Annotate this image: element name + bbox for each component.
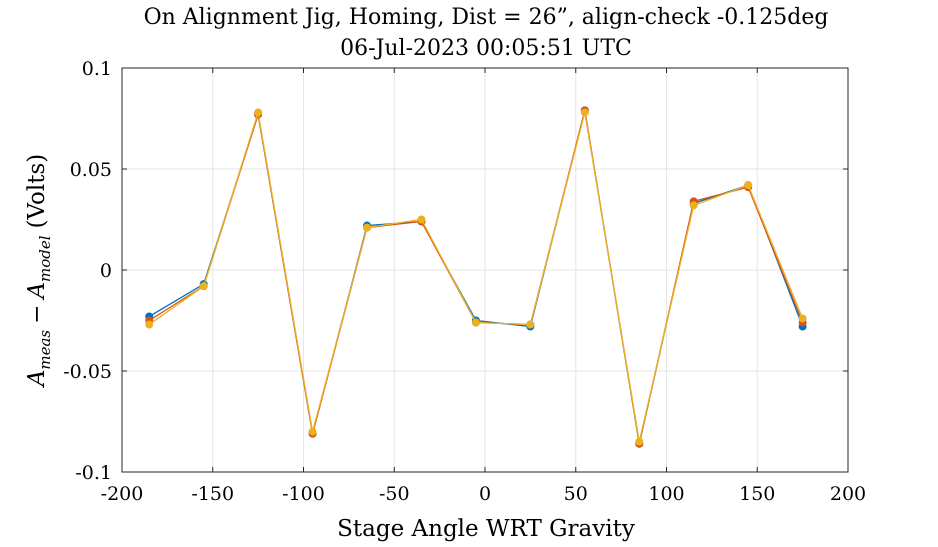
y-axis-label: Ameas − Amodel (Volts) xyxy=(24,154,54,389)
data-point xyxy=(580,108,589,117)
series-layer xyxy=(145,106,807,448)
series-line xyxy=(148,110,804,444)
data-point xyxy=(526,320,535,329)
x-tick-label: 100 xyxy=(648,483,684,505)
series-line xyxy=(148,110,804,444)
x-axis-label: Stage Angle WRT Gravity xyxy=(337,516,635,542)
data-point xyxy=(689,201,698,210)
data-point xyxy=(145,320,154,329)
chart-subtitle: 06-Jul-2023 00:05:51 UTC xyxy=(340,36,632,61)
data-point xyxy=(744,181,753,190)
data-point xyxy=(308,427,317,436)
x-tick-label: 50 xyxy=(564,483,588,505)
y-label-unit: (Volts) xyxy=(24,154,50,229)
y-tick-label: 0.05 xyxy=(70,159,112,181)
y-label-a1: A xyxy=(24,370,50,389)
data-point xyxy=(363,223,372,232)
y-tick-label: 0.1 xyxy=(82,58,112,80)
ticks: -200 -150 -100 -50 0 50 100 150 200 -0.1 -0.05 0 0.0… xyxy=(63,58,866,505)
y-tick-label: -0.1 xyxy=(75,462,112,484)
y-label-a2: A xyxy=(24,282,50,301)
x-tick-label: -50 xyxy=(379,483,410,505)
x-tick-label: -100 xyxy=(282,483,325,505)
data-point xyxy=(798,314,807,323)
chart-title: On Alignment Jig, Homing, Dist = 26”, al… xyxy=(144,5,829,30)
data-point xyxy=(199,282,208,291)
x-tick-label: -200 xyxy=(101,483,144,505)
y-tick-label: 0 xyxy=(100,260,112,282)
y-label-minus: − xyxy=(24,305,50,324)
y-label-sub-meas: meas xyxy=(36,330,54,370)
x-tick-label: 150 xyxy=(739,483,775,505)
data-point xyxy=(254,108,263,117)
series-line xyxy=(148,112,804,442)
x-tick-label: -150 xyxy=(191,483,234,505)
series-3 xyxy=(145,108,807,446)
y-label-sub-model: model xyxy=(36,235,54,282)
data-point xyxy=(417,215,426,224)
y-tick-label: -0.05 xyxy=(63,361,112,383)
grid xyxy=(121,67,849,473)
data-point xyxy=(635,437,644,446)
x-tick-label: 200 xyxy=(830,483,866,505)
x-tick-label: 0 xyxy=(479,483,491,505)
data-point xyxy=(471,318,480,327)
